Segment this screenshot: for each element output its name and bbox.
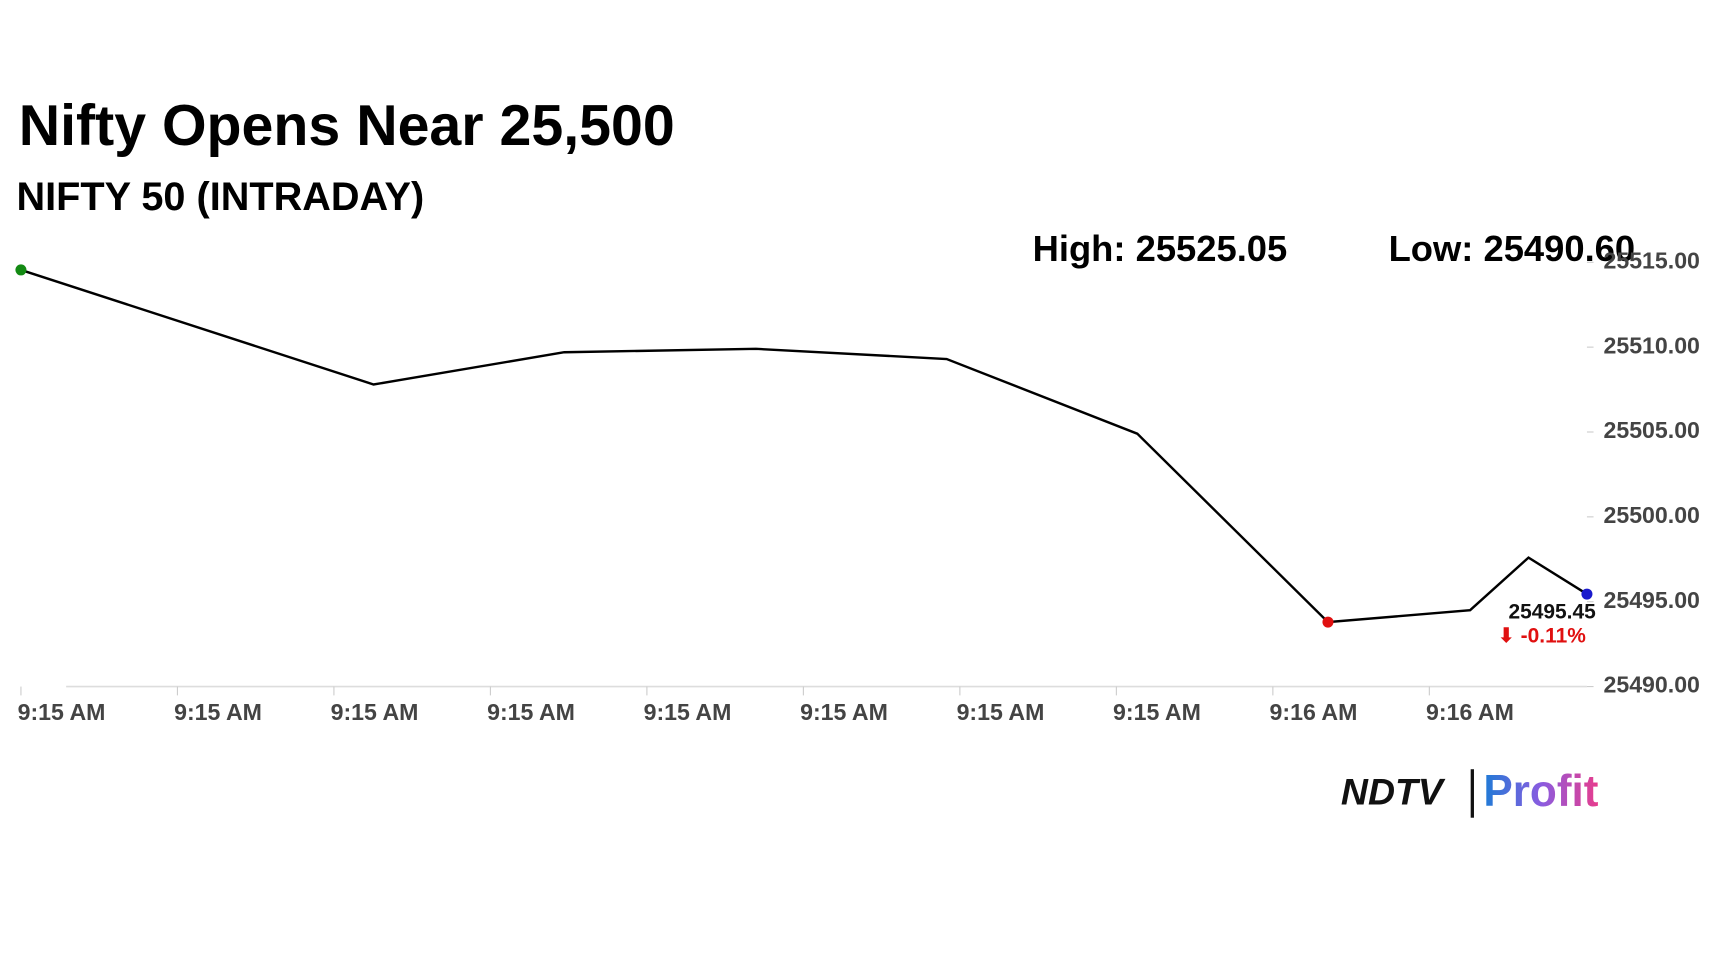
point-marker <box>1322 616 1334 628</box>
y-tick-label: 25510.00 <box>1603 332 1699 358</box>
x-tick-label: 9:15 AM <box>1113 699 1201 725</box>
x-tick-label: 9:16 AM <box>1426 699 1514 725</box>
y-tick-label: 25515.00 <box>1603 247 1699 273</box>
high-label: High: 25525.05 <box>1033 228 1288 269</box>
x-tick-label: 9:15 AM <box>487 699 575 725</box>
y-tick-label: 25500.00 <box>1603 502 1699 528</box>
x-tick-label: 9:15 AM <box>800 699 888 725</box>
x-tick-label: 9:15 AM <box>174 699 262 725</box>
change-label: ⬇ -0.11% <box>1497 625 1586 648</box>
low-label: Low: 25490.60 <box>1389 228 1636 269</box>
x-tick-label: 9:16 AM <box>1270 699 1358 725</box>
logo-profit: Profit <box>1483 767 1598 816</box>
x-tick-label: 9:15 AM <box>957 699 1045 725</box>
logo-ndtv: NDTV <box>1341 770 1446 812</box>
series-line <box>20 268 1588 624</box>
chart-title: Nifty Opens Near 25,500 <box>19 94 675 158</box>
y-tick-label: 25505.00 <box>1603 417 1699 443</box>
point-marker <box>15 264 27 276</box>
last-value-label: 25495.45 <box>1508 600 1596 623</box>
x-tick-label: 9:15 AM <box>18 699 106 725</box>
chart-subtitle: NIFTY 50 (INTRADAY) <box>17 175 425 219</box>
x-tick-label: 9:15 AM <box>331 699 419 725</box>
y-tick-label: 25490.00 <box>1603 672 1699 698</box>
x-tick-label: 9:15 AM <box>644 699 732 725</box>
point-marker <box>1581 588 1593 600</box>
y-tick-label: 25495.00 <box>1603 587 1699 613</box>
